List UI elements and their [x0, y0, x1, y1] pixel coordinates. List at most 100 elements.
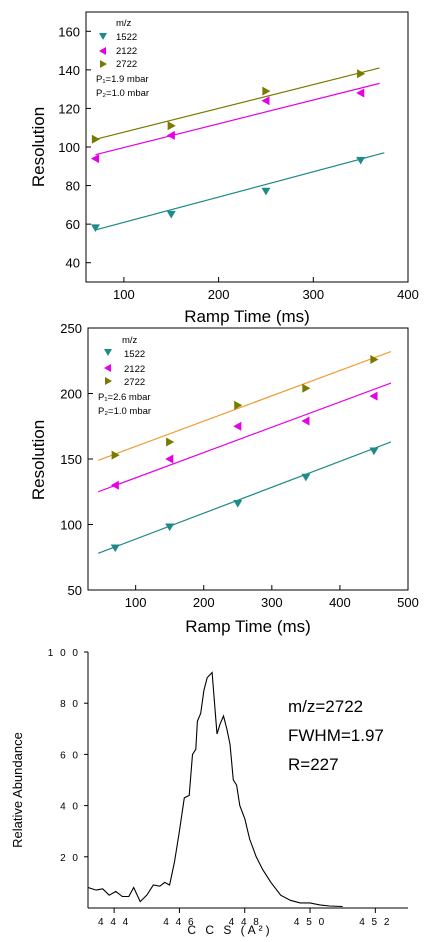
legend-label-2722-1: 2722: [116, 59, 137, 70]
point-2722-450-2: [370, 354, 379, 364]
point-2122-350-1: [356, 88, 365, 98]
point-1522-350-2: [301, 473, 311, 482]
y-tick-label-150-2: 150: [60, 452, 82, 467]
y-tick-label-50-2: 50: [68, 583, 82, 598]
legend-title-1: m/z: [116, 18, 132, 29]
x-tick-label-100-1: 100: [113, 287, 135, 302]
y-tick-label-100-1: 100: [58, 140, 80, 155]
legend-2: m/z 1522 2122 2722 P₁=2.6 mbar P₂=1.0 mb…: [98, 335, 151, 417]
legend-label-2122-1: 2122: [116, 46, 137, 57]
y-tick-label-40-1: 40: [66, 256, 80, 271]
y-tick-label-20-3: 2 0: [60, 853, 80, 864]
point-2722-250-2: [234, 400, 243, 410]
legend-label-1522-1: 1522: [116, 32, 137, 43]
x-tick-label-500-2: 500: [397, 595, 419, 610]
x-tick-label-446-3: 4 4 6: [163, 917, 195, 928]
fit-line-1522-2: [97, 441, 392, 554]
point-2122-150-2: [165, 454, 174, 464]
point-2722-350-2: [302, 383, 311, 393]
point-1522-250-1: [261, 187, 271, 196]
panel-3: 4 4 4 4 4 6 4 4 8 4 5 0 4 5 2 2 0 4 0 6 0 8 0 1 0…: [10, 648, 408, 937]
marks-2: [97, 351, 392, 554]
point-1522-350-1: [356, 156, 366, 165]
x-tick-label-300-2: 300: [261, 595, 283, 610]
point-2722-150-2: [166, 437, 175, 447]
point-2722-70-1: [91, 134, 100, 144]
y-axis-label-2: Resolution: [29, 420, 48, 500]
point-2122-150-1: [166, 130, 175, 140]
y-tick-label-40-3: 4 0: [60, 802, 80, 813]
legend-label-1522-2: 1522: [124, 349, 145, 360]
point-1522-70-2: [110, 544, 120, 553]
condition-p1-1: P₁=1.9 mbar: [96, 74, 149, 85]
marks-1: [90, 67, 385, 233]
y-tick-label-100-3: 1 0 0: [48, 648, 80, 659]
x-tick-label-100-2: 100: [125, 595, 147, 610]
point-2122-70-1: [90, 154, 100, 164]
legend-label-2122-2: 2122: [124, 364, 145, 375]
point-1522-70-1: [90, 224, 100, 233]
y-tick-label-140-1: 140: [58, 63, 80, 78]
x-tick-label-444-3: 4 4 4: [98, 917, 130, 928]
fit-line-2722-2: [98, 351, 392, 461]
x-tick-label-200-1: 200: [208, 287, 230, 302]
point-2122-70-2: [110, 480, 119, 490]
y-tick-label-250-2: 250: [60, 321, 82, 336]
point-2722-350-1: [357, 69, 366, 79]
x-tick-label-300-1: 300: [302, 287, 324, 302]
y-tick-label-200-2: 200: [60, 387, 82, 402]
x-tick-label-400-2: 400: [329, 595, 351, 610]
x-tick-label-400-1: 400: [397, 287, 419, 302]
condition-p2-2: P₂=1.0 mbar: [98, 406, 151, 417]
legend-marker-2122-2: [104, 364, 111, 372]
fit-line-2722-1: [95, 67, 380, 140]
fit-line-1522-1: [95, 152, 385, 231]
x-axis-label-2: Ramp Time (ms): [185, 617, 311, 636]
x-tick-label-452-3: 4 5 2: [359, 917, 391, 928]
point-1522-250-2: [233, 499, 243, 508]
point-1522-450-2: [369, 447, 379, 456]
point-2722-70-2: [111, 450, 120, 460]
axes-1: 100 200 300 400 40 60 80 100 120 140 160: [58, 24, 419, 302]
x-tick-label-450-3: 4 5 0: [294, 917, 326, 928]
point-2722-150-1: [167, 121, 176, 131]
annotation-resolution: R=227: [288, 755, 339, 774]
condition-p1-2: P₁=2.6 mbar: [98, 392, 151, 403]
y-axis-label-1: Resolution: [29, 107, 48, 187]
legend-title-2: m/z: [122, 335, 138, 346]
x-tick-label-448-3: 4 4 8: [229, 917, 261, 928]
condition-p2-1: P₂=1.0 mbar: [96, 88, 149, 99]
x-tick-label-200-2: 200: [193, 595, 215, 610]
y-tick-label-60-3: 6 0: [60, 750, 80, 761]
point-2122-350-2: [301, 416, 310, 426]
x-axis-label-1: Ramp Time (ms): [184, 307, 310, 326]
marks-3: [87, 671, 343, 908]
legend-1: m/z 1522 2122 2722 P₁=1.9 mbar P₂=1.0 mb…: [96, 18, 149, 99]
point-1522-150-1: [166, 210, 176, 219]
panel-2: 100 200 300 400 500 50 100 150 200 250 Resolution…: [29, 321, 419, 636]
axes-2: 100 200 300 400 500 50 100 150 200 250: [60, 321, 419, 610]
legend-marker-1522-1: [99, 33, 107, 40]
annotation-mz: m/z=2722: [288, 697, 363, 716]
x-axis-label-3: C C S (A²): [187, 923, 272, 937]
y-tick-label-80-3: 8 0: [60, 699, 80, 710]
y-tick-label-100-2: 100: [60, 518, 82, 533]
point-2122-450-2: [369, 391, 378, 401]
point-2122-250-1: [261, 96, 270, 106]
fit-line-2122-2: [98, 382, 392, 493]
annotation-fwhm: FWHM=1.97: [288, 726, 384, 745]
panel-1: 100 200 300 400 40 60 80 100 120 140 160 Resolutio…: [29, 11, 419, 326]
legend-marker-2722-1: [100, 60, 107, 68]
y-tick-label-80-1: 80: [66, 179, 80, 194]
y-axis-label-3: Relative Abundance: [10, 732, 25, 848]
legend-marker-2122-1: [99, 47, 106, 55]
axes-3: 4 4 4 4 4 6 4 4 8 4 5 0 4 5 2 2 0 4 0 6 0 8 0 1 0…: [48, 648, 408, 928]
legend-marker-2722-2: [105, 377, 112, 385]
y-tick-label-120-1: 120: [58, 101, 80, 116]
point-2722-250-1: [262, 86, 271, 96]
y-tick-label-160-1: 160: [58, 24, 80, 39]
point-1522-150-2: [165, 523, 175, 532]
legend-marker-1522-2: [104, 349, 112, 356]
fit-line-2122-1: [95, 82, 380, 156]
